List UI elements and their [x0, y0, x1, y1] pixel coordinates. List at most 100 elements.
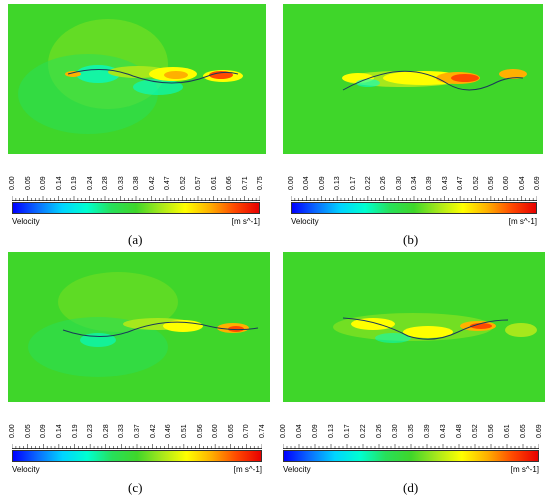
legend-tick-label: 0.34: [411, 176, 418, 190]
velocity-contour-plot-b: [283, 4, 543, 154]
legend-tick-label: 0.24: [86, 176, 94, 190]
caption-b: (b): [403, 232, 419, 247]
legend-tick-label: 0.69: [536, 424, 543, 438]
legend-tick-label: 0.52: [472, 424, 479, 438]
color-legend-d: 0.00 0.04 0.09 0.13 0.17 0.22 0.26 0.30 0.35 0.39…: [280, 404, 543, 478]
legend-tick-label: 0.17: [349, 176, 357, 190]
legend-tick-label: 0.00: [288, 176, 295, 190]
panel-b: 0.00 0.04 0.09 0.13 0.17 0.22 0.26 0.30 0.34 0.39…: [275, 0, 550, 248]
legend-tick-label: 0.04: [303, 176, 311, 190]
legend-tick-label: 0.26: [376, 424, 383, 438]
panel-c: 0.00 0.05 0.09 0.14 0.19 0.23 0.28 0.33 0.37 0.42…: [0, 248, 275, 496]
legend-tick-label: 0.69: [534, 176, 541, 190]
legend-ruler-a: [12, 196, 260, 201]
legend-tick-label: 0.14: [55, 176, 63, 190]
color-legend-c: 0.00 0.05 0.09 0.14 0.19 0.23 0.28 0.33 0.37 0.42…: [9, 404, 266, 478]
legend-tick-label: 0.09: [40, 424, 48, 438]
legend-tick-label: 0.60: [212, 424, 220, 438]
legend-tick-label: 0.22: [360, 424, 367, 438]
legend-tick-label: 0.19: [71, 176, 78, 190]
legend-ticks-a: 0.00 0.05 0.09 0.14 0.19 0.24 0.28 0.33 0.38 0.42…: [9, 156, 264, 196]
legend-unit-d: [m s^-1]: [510, 465, 539, 474]
legend-tick-label: 0.35: [408, 424, 415, 438]
legend-tick-label: 0.33: [118, 424, 126, 438]
legend-tick-label: 0.38: [133, 176, 140, 190]
legend-tick-label: 0.60: [503, 176, 511, 190]
legend-ticks-b: 0.00 0.04 0.09 0.13 0.17 0.22 0.26 0.30 0.34 0.39…: [288, 156, 541, 196]
legend-tick-label: 0.42: [148, 176, 156, 190]
legend-tick-label: 0.56: [487, 176, 495, 190]
legend-variable-b: Velocity: [291, 217, 319, 226]
legend-tick-label: 0.52: [472, 176, 480, 190]
legend-tick-label: 0.75: [257, 176, 264, 190]
legend-tick-label: 0.61: [210, 176, 218, 190]
legend-ruler-b: [291, 196, 537, 201]
legend-tick-label: 0.65: [227, 424, 235, 438]
legend-tick-label: 0.23: [87, 424, 95, 438]
legend-tick-label: 0.61: [504, 424, 511, 438]
colormap-bar-c: [12, 450, 262, 462]
velocity-contour-plot-c: [8, 252, 270, 402]
legend-tick-label: 0.42: [149, 424, 157, 438]
legend-tick-label: 0.46: [165, 424, 173, 438]
legend-variable-c: Velocity: [12, 465, 40, 474]
panel-a: 0.00 0.05 0.09 0.14 0.19 0.24 0.28 0.33 0.38 0.42…: [0, 0, 275, 248]
legend-tick-label: 0.05: [24, 176, 32, 190]
caption-c: (c): [128, 480, 143, 495]
color-legend-b: 0.00 0.04 0.09 0.13 0.17 0.22 0.26 0.30 0.34 0.39…: [288, 156, 541, 230]
legend-unit-c: [m s^-1]: [233, 465, 262, 474]
legend-variable-a: Velocity: [12, 217, 40, 226]
legend-tick-label: 0.19: [71, 424, 79, 438]
legend-ticks-c: 0.00 0.05 0.09 0.14 0.19 0.23 0.28 0.33 0.37 0.42…: [9, 404, 266, 444]
legend-tick-label: 0.51: [180, 424, 188, 438]
panel-d: 0.00 0.04 0.09 0.13 0.17 0.22 0.26 0.30 0.35 0.39…: [275, 248, 550, 496]
legend-unit-a: [m s^-1]: [231, 217, 260, 226]
legend-tick-label: 0.64: [518, 176, 526, 190]
legend-tick-label: 0.65: [520, 424, 527, 438]
legend-tick-label: 0.71: [241, 176, 249, 190]
legend-tick-label: 0.00: [9, 424, 16, 438]
legend-tick-label: 0.37: [134, 424, 141, 438]
caption-d: (d): [403, 480, 419, 495]
legend-tick-label: 0.09: [312, 424, 319, 438]
legend-tick-label: 0.30: [392, 424, 399, 438]
legend-tick-label: 0.13: [334, 176, 342, 190]
legend-tick-label: 0.22: [364, 176, 372, 190]
legend-tick-label: 0.09: [40, 176, 47, 190]
legend-ruler-c: [12, 444, 262, 449]
legend-tick-label: 0.52: [179, 176, 187, 190]
legend-tick-label: 0.17: [344, 424, 351, 438]
legend-tick-label: 0.28: [102, 424, 110, 438]
legend-tick-label: 0.39: [426, 176, 434, 190]
colormap-bar-b: [291, 202, 537, 214]
colormap-bar-d: [283, 450, 539, 462]
legend-variable-d: Velocity: [283, 465, 311, 474]
legend-tick-label: 0.00: [9, 176, 16, 190]
legend-tick-label: 0.56: [196, 424, 204, 438]
caption-a: (a): [128, 232, 143, 247]
legend-tick-label: 0.66: [226, 176, 233, 190]
velocity-contour-plot-d: [283, 252, 545, 402]
velocity-contour-plot-a: [8, 4, 266, 154]
legend-tick-label: 0.74: [259, 424, 266, 438]
legend-tick-label: 0.33: [117, 176, 125, 190]
legend-ruler-d: [283, 444, 539, 449]
legend-tick-label: 0.05: [24, 424, 32, 438]
legend-tick-label: 0.04: [296, 424, 303, 438]
legend-unit-b: [m s^-1]: [508, 217, 537, 226]
color-legend-a: 0.00 0.05 0.09 0.14 0.19 0.24 0.28 0.33 0.38 0.42…: [9, 156, 264, 230]
legend-tick-label: 0.56: [488, 424, 495, 438]
legend-tick-label: 0.09: [318, 176, 326, 190]
legend-tick-label: 0.14: [55, 424, 63, 438]
legend-ticks-d: 0.00 0.04 0.09 0.13 0.17 0.22 0.26 0.30 0.35 0.39…: [280, 404, 543, 444]
legend-tick-label: 0.47: [457, 176, 465, 190]
legend-tick-label: 0.28: [102, 176, 109, 190]
legend-tick-label: 0.47: [164, 176, 171, 190]
legend-tick-label: 0.13: [328, 424, 335, 438]
legend-tick-label: 0.00: [280, 424, 287, 438]
legend-tick-label: 0.70: [243, 424, 251, 438]
legend-tick-label: 0.43: [441, 176, 449, 190]
legend-tick-label: 0.57: [195, 176, 202, 190]
legend-tick-label: 0.39: [424, 424, 431, 438]
legend-tick-label: 0.26: [380, 176, 388, 190]
